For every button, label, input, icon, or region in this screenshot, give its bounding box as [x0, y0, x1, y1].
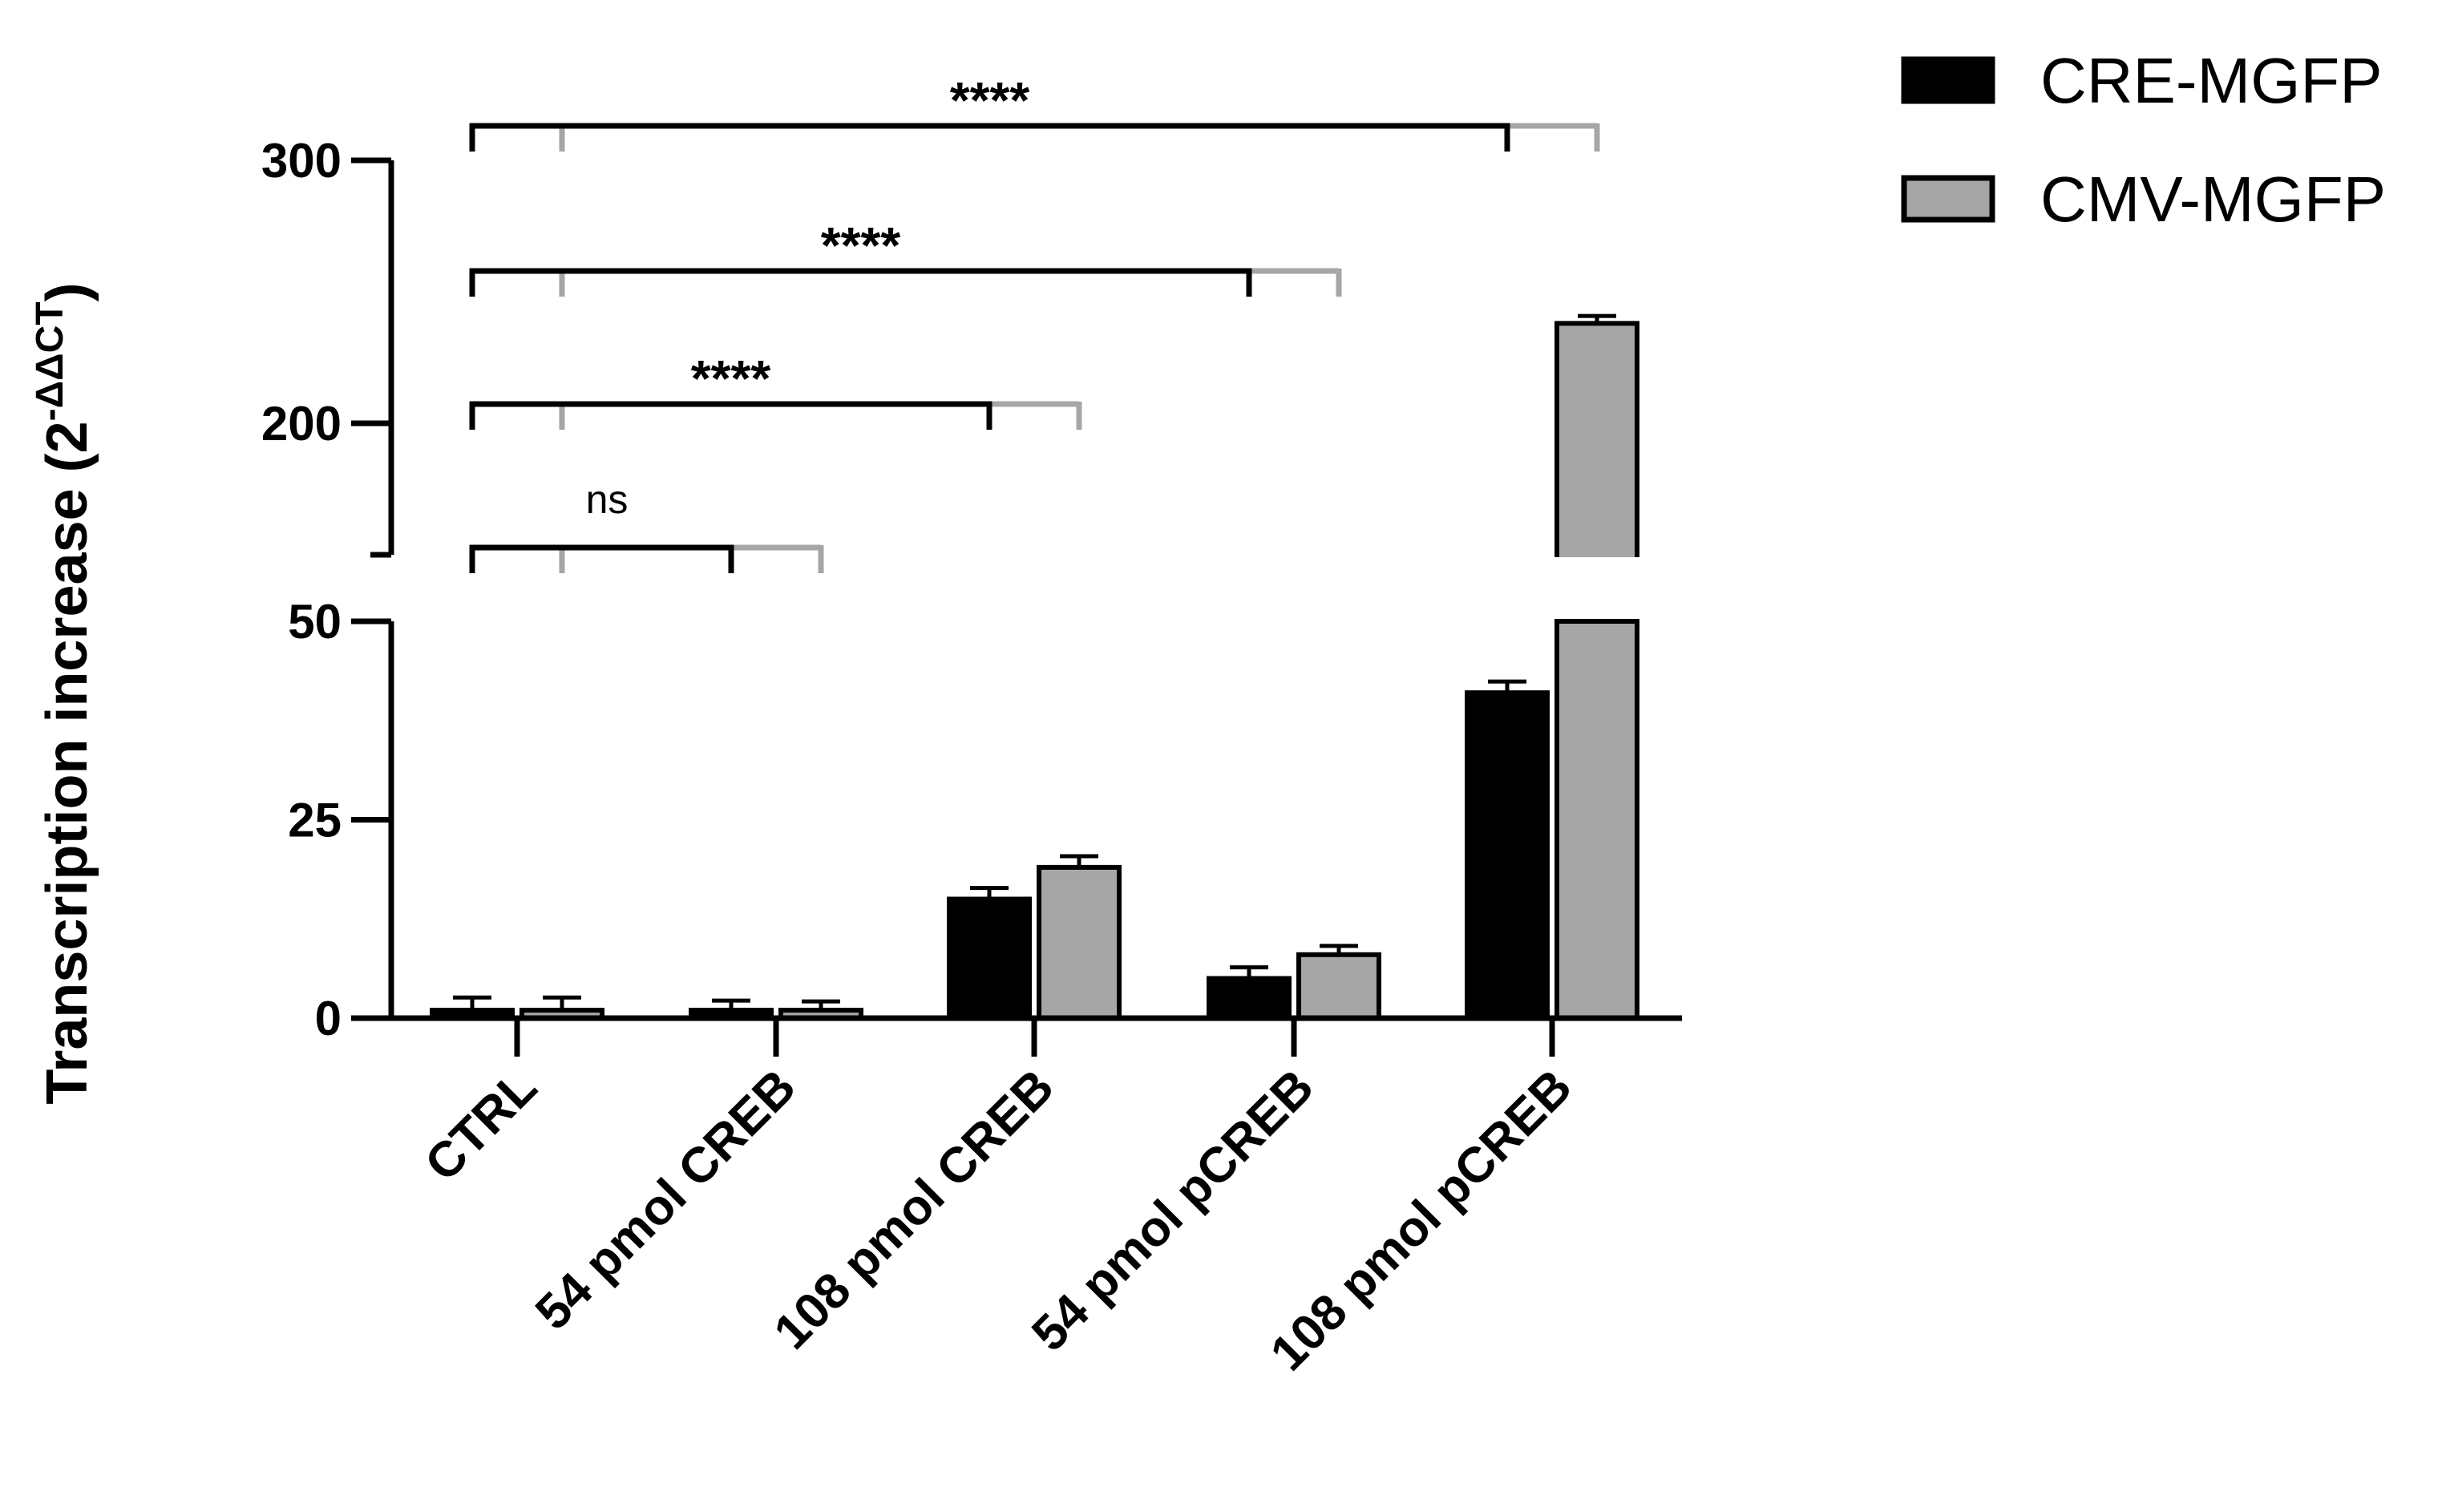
y-tick-label-25: 25 [288, 794, 342, 847]
error-bars-layer [453, 313, 1616, 1011]
bar-cmv-mgfp-108-pmol-pcreb-break-top-fill [1559, 552, 1635, 558]
error-bar-cre-mgfp-1 [712, 998, 750, 1011]
significance-bracket-2: **** [469, 216, 1342, 297]
bar-cre-mgfp-54-pmol-pcreb [1207, 976, 1292, 1021]
legend-swatch [1901, 175, 1995, 223]
significance-label-0: ns [586, 477, 629, 522]
bar-cre-mgfp-108-pmol-pcreb [1465, 690, 1550, 1021]
bar-cre-mgfp-108-pmol-creb [947, 896, 1032, 1021]
x-tick-label-2: 108 pmol CREB [764, 1059, 1065, 1360]
x-tick-label-1: 54 pmol CREB [525, 1059, 807, 1340]
x-tick-label-0: CTRL [414, 1059, 548, 1192]
x-tick-label-3: 54 pmol pCREB [1021, 1059, 1324, 1362]
legend-swatch [1901, 56, 1995, 104]
significance-bracket-3: **** [469, 71, 1600, 152]
bar-cmv-mgfp-108-pmol-pcreb-lower [1554, 619, 1639, 1021]
y-tick-label-50: 50 [288, 595, 342, 649]
significance-label-1: **** [691, 350, 771, 407]
error-bar-cmv-mgfp-4 [1578, 313, 1616, 324]
significance-bracket-1: **** [469, 350, 1082, 430]
bars-layer [430, 321, 1642, 1021]
error-bar-cmv-mgfp-0 [543, 995, 581, 1011]
y-axis-label-superscript: -ΔΔCT [29, 301, 71, 421]
legend-label: CRE-MGFP [2040, 45, 2383, 116]
significance-bracket-0: ns [469, 477, 824, 573]
significance-label-3: **** [950, 71, 1030, 129]
legend-item-cmv-mgfp: CMV-MGFP [1901, 164, 2386, 235]
error-bar-cmv-mgfp-3 [1320, 944, 1358, 955]
y-axis-label-main: Transcription increase (2 [35, 421, 99, 1104]
significance-layer: ns **** **** **** [469, 71, 1600, 573]
bar-cmv-mgfp-108-pmol-pcreb-break-gap [1552, 557, 1642, 619]
error-bar-cre-mgfp-2 [970, 886, 1009, 900]
y-axis-label-suffix: ) [35, 282, 99, 301]
y-axis-label: Transcription increase (2-ΔΔCT) [29, 282, 99, 1104]
y-tick-label-0: 0 [315, 992, 342, 1045]
legend: CRE-MGFP CMV-MGFP [1901, 45, 2386, 235]
bar-cmv-mgfp-54-pmol-pcreb [1296, 952, 1381, 1021]
legend-item-cre-mgfp: CRE-MGFP [1901, 45, 2383, 116]
bar-cmv-mgfp-108-pmol-pcreb-upper [1554, 321, 1639, 557]
y-tick-label-200: 200 [261, 397, 342, 451]
error-bar-cmv-mgfp-1 [802, 999, 840, 1011]
error-bar-cre-mgfp-3 [1230, 965, 1268, 979]
bar-cmv-mgfp-108-pmol-creb [1037, 864, 1122, 1021]
error-bar-cre-mgfp-0 [453, 995, 491, 1011]
significance-label-2: **** [821, 216, 901, 274]
error-bar-cmv-mgfp-2 [1060, 854, 1098, 867]
y-tick-label-300: 300 [261, 134, 342, 188]
legend-label: CMV-MGFP [2040, 164, 2386, 235]
error-bar-cre-mgfp-4 [1488, 679, 1526, 693]
